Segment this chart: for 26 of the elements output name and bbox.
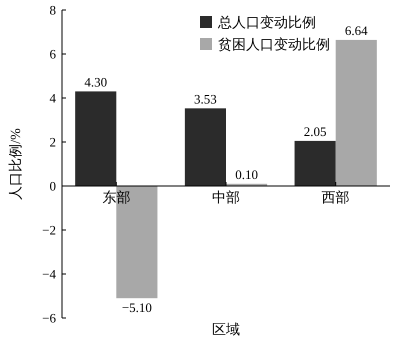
y-axis-title: 人口比例/% [8, 128, 24, 200]
y-tick-label: 4 [50, 90, 56, 106]
legend-label: 总人口变动比例 [217, 15, 316, 31]
y-tick-label: 8 [50, 2, 56, 18]
y-tick-label: −6 [42, 310, 56, 326]
data-label: 6.64 [344, 22, 368, 38]
x-tick-label: 东部 [102, 190, 130, 206]
bar [184, 108, 226, 186]
x-tick-label: 中部 [212, 190, 240, 206]
y-tick-label: 0 [50, 178, 56, 194]
data-label: −5.10 [122, 300, 152, 316]
bar [294, 140, 336, 186]
y-tick-label: −4 [42, 266, 56, 282]
bar [116, 186, 158, 298]
bar [336, 40, 377, 186]
x-tick-label: 西部 [322, 190, 350, 206]
legend-label: 贫困人口变动比例 [218, 37, 330, 53]
data-label: 2.05 [304, 124, 327, 139]
bar [75, 91, 116, 186]
data-label: 0.10 [235, 166, 258, 182]
x-axis-title: 区域 [212, 322, 240, 338]
y-tick-label: 2 [50, 134, 56, 150]
data-label: 3.53 [194, 91, 217, 106]
data-label: 4.30 [84, 74, 108, 90]
y-tick-label: 6 [50, 46, 56, 62]
y-tick-label: −2 [42, 222, 56, 238]
